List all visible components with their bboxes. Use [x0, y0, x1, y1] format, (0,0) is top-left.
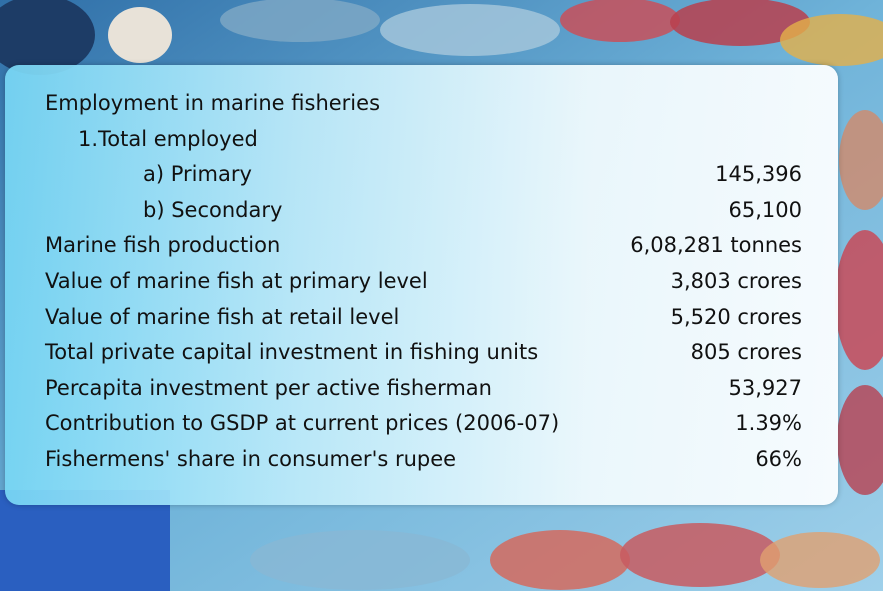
row-value: 6,08,281 tonnes: [630, 228, 802, 262]
row-value: 53,927: [729, 371, 802, 405]
row-value: 5,520 crores: [671, 300, 802, 334]
row-value: 66%: [755, 442, 802, 476]
row-label: Percapita investment per active fisherma…: [45, 371, 492, 405]
table-row: 1.Total employed: [5, 122, 838, 156]
row-label: Total private capital investment in fish…: [45, 335, 538, 369]
table-row: Value of marine fish at primary level 3,8…: [5, 264, 838, 298]
row-label: Contribution to GSDP at current prices (…: [45, 406, 559, 440]
table-row: Fishermens' share in consumer's rupee 66%: [5, 442, 838, 476]
table-row: Total private capital investment in fish…: [5, 335, 838, 369]
table-row: Value of marine fish at retail level 5,52…: [5, 300, 838, 334]
row-label: a) Primary: [143, 157, 252, 191]
row-value: 1.39%: [735, 406, 802, 440]
row-label: b) Secondary: [143, 193, 282, 227]
table-row: a) Primary 145,396: [5, 157, 838, 191]
table-row: Marine fish production 6,08,281 tonnes: [5, 228, 838, 262]
row-label: Marine fish production: [45, 228, 280, 262]
row-label: Value of marine fish at retail level: [45, 300, 399, 334]
table-row: b) Secondary 65,100: [5, 193, 838, 227]
table-row: Percapita investment per active fisherma…: [5, 371, 838, 405]
row-label: Value of marine fish at primary level: [45, 264, 428, 298]
row-value: 65,100: [729, 193, 802, 227]
row-label: 1.Total employed: [78, 122, 258, 156]
slide: {"rows": [ {"label": "Employment in mari…: [0, 0, 883, 591]
row-label: Employment in marine fisheries: [45, 86, 380, 120]
table-row: Contribution to GSDP at current prices (…: [5, 406, 838, 440]
row-value: 805 crores: [691, 335, 802, 369]
row-value: 145,396: [715, 157, 802, 191]
row-value: 3,803 crores: [671, 264, 802, 298]
table-row: Employment in marine fisheries: [5, 86, 838, 120]
row-label: Fishermens' share in consumer's rupee: [45, 442, 456, 476]
